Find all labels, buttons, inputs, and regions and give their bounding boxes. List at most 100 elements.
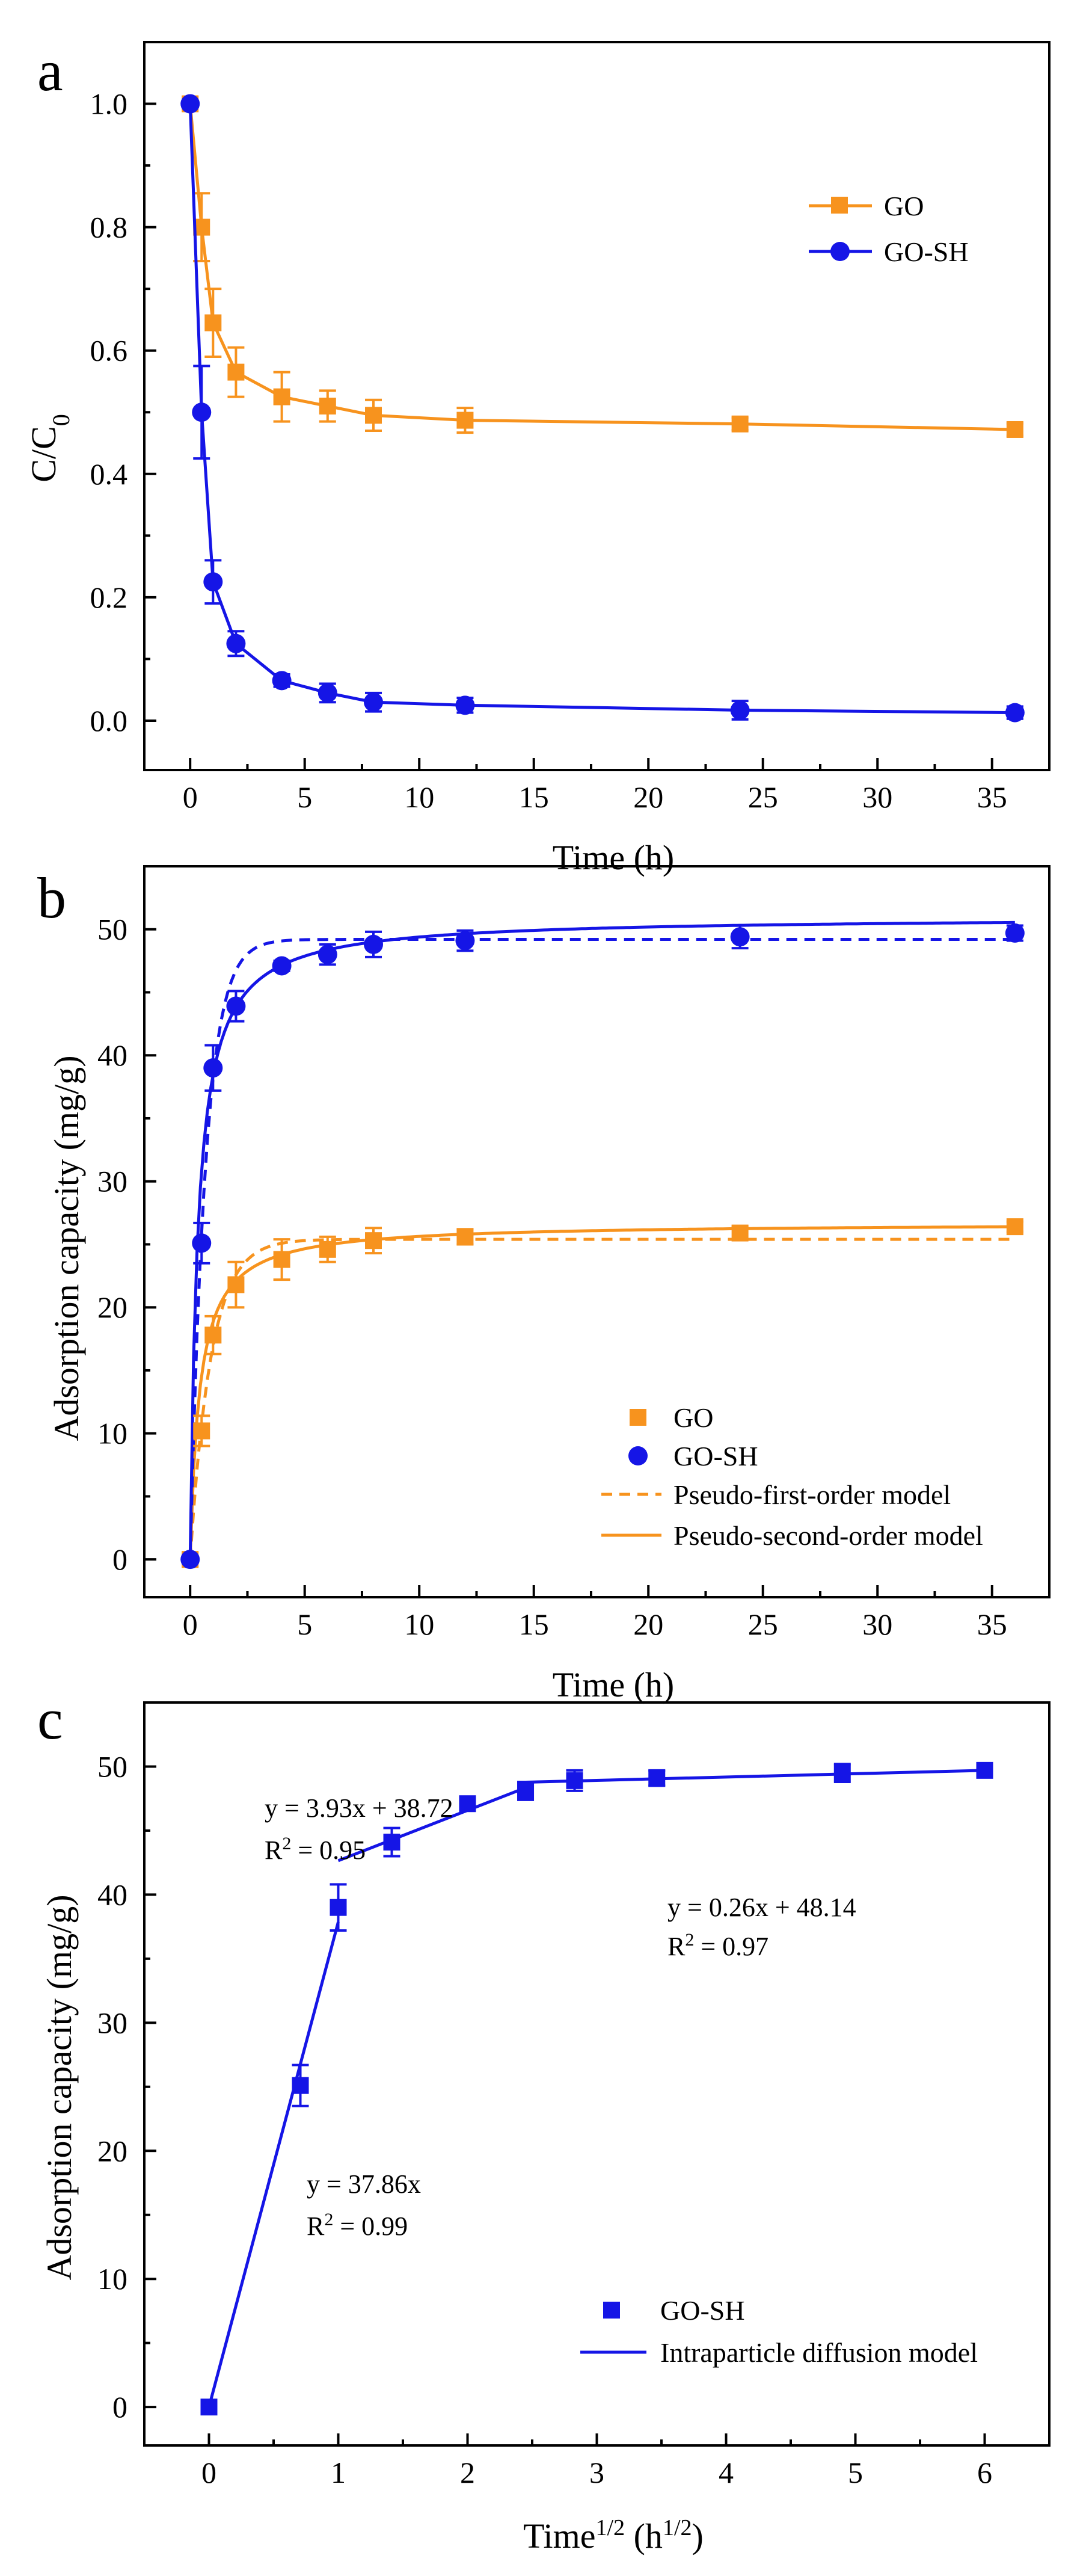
data-point-go: [1006, 421, 1023, 438]
panel-label-a: a: [37, 39, 63, 103]
pfo-curve-go-sh: [188, 938, 1015, 1560]
data-point-go: [731, 415, 749, 433]
data-point-go: [1006, 1218, 1023, 1236]
data-point-go-sh: [566, 1772, 583, 1789]
y-axis-title-b: Adsorption capacity (mg/g): [47, 1055, 86, 1441]
data-point-go-sh: [1005, 703, 1025, 723]
legend-c: GO-SH Intraparticle diffusion model: [580, 2295, 978, 2368]
series-line-go: [188, 103, 1015, 431]
data-point-go: [319, 398, 336, 414]
y-tick-label: 30: [97, 1165, 127, 1198]
y-tick-label: 50: [97, 1749, 127, 1783]
data-point-go-sh: [455, 695, 475, 715]
data-point-go-sh: [317, 683, 337, 703]
annotation-fit-2-r2: R2 = 0.95: [265, 1834, 366, 1866]
y-tick-label: 10: [97, 1417, 127, 1450]
chart-panel-b: 0 5 10 15 20 25 30 35 0 10 20 30 40 50: [97, 865, 1051, 1641]
legend-b-pso-label: Pseudo-second-order model: [673, 1520, 983, 1551]
y-tick-label: 0.6: [90, 334, 128, 368]
pfo-curve-go: [188, 1237, 1015, 1560]
x-tick-label: 10: [404, 1607, 434, 1641]
x-tick-label: 30: [862, 780, 892, 814]
x-tick-label: 0: [201, 2456, 216, 2489]
legend-b-pfo-label: Pseudo-first-order model: [673, 1479, 951, 1510]
y-tick-label: 0: [112, 1542, 127, 1576]
y-tick-label: 0.4: [90, 457, 128, 491]
legend-b-go-marker: [630, 1409, 646, 1426]
y-tick-label: 50: [97, 913, 127, 946]
panel-label-b: b: [37, 866, 66, 930]
legend-b-gosh-label: GO-SH: [673, 1441, 758, 1471]
legend-a-gosh-label: GO-SH: [884, 236, 969, 267]
panel-label-c: c: [37, 1687, 63, 1751]
data-point-go: [319, 1240, 336, 1258]
x-tick-label: 20: [633, 1607, 663, 1641]
data-point-go-sh: [272, 956, 292, 976]
data-point-go-sh: [292, 2077, 309, 2094]
chart-panel-a: 0 5 10 15 20 25 30 35 0.0 0.2 0.4 0.6 0.8 1.0: [90, 41, 1051, 814]
x-tick-label: 25: [748, 1607, 778, 1641]
legend-a-go-marker: [831, 197, 848, 214]
y-tick-label: 20: [97, 1290, 127, 1324]
y-tick-label: 0.0: [90, 704, 128, 738]
x-tick-label: 2: [460, 2456, 475, 2489]
y-axis-title-c: Adsorption capacity (mg/g): [40, 1894, 79, 2280]
data-point-go-sh: [730, 700, 750, 720]
x-tick-label: 1: [331, 2456, 346, 2489]
y-tick-label: 40: [97, 1878, 127, 1911]
x-tick-label: 0: [183, 780, 198, 814]
y-tick-label: 40: [97, 1038, 127, 1072]
x-axis-title-c: Time1/2 (h1/2): [523, 2515, 704, 2556]
legend-b-go-label: GO: [673, 1402, 713, 1433]
data-point-go-sh: [203, 1058, 223, 1078]
data-point-go-sh: [180, 94, 200, 114]
annotation-fit-1-equation: y = 37.86x: [307, 2169, 421, 2199]
data-point-go-sh: [730, 927, 750, 947]
data-point-go-sh: [192, 1233, 212, 1253]
data-point-go: [365, 1232, 382, 1249]
x-axis-title-a: Time (h): [553, 838, 675, 877]
data-point-go-sh: [226, 633, 246, 653]
x-tick-label: 5: [297, 1607, 312, 1641]
data-point-go: [193, 1422, 210, 1440]
data-point-go: [204, 314, 222, 331]
x-tick-label: 4: [719, 2456, 734, 2489]
data-point-go: [456, 411, 474, 429]
data-point-go: [273, 1251, 290, 1268]
data-point-go: [273, 388, 290, 405]
data-point-go-sh: [203, 572, 223, 592]
data-point-go-sh: [272, 671, 292, 691]
x-tick-label: 10: [404, 780, 434, 814]
x-tick-label: 6: [977, 2456, 992, 2489]
x-tick-label: 3: [589, 2456, 604, 2489]
legend-a-gosh-marker: [830, 242, 850, 261]
x-tick-label: 30: [862, 1607, 892, 1641]
plot-frame: [143, 865, 1051, 1598]
data-point-go: [731, 1224, 749, 1242]
annotation-fit-3-r2: R2 = 0.97: [667, 1930, 768, 1962]
data-point-go-sh: [317, 944, 337, 964]
x-tick-label: 35: [977, 780, 1007, 814]
x-tick-label: 20: [633, 780, 663, 814]
x-tick-label: 5: [848, 2456, 863, 2489]
legend-c-gosh-marker: [603, 2302, 620, 2319]
data-point-go-sh: [180, 1550, 200, 1570]
data-point-go: [227, 1276, 245, 1293]
y-tick-label: 20: [97, 2134, 127, 2168]
legend-b: GO GO-SH Pseudo-first-order model Pseudo…: [601, 1402, 983, 1551]
data-point-go-sh: [364, 934, 384, 954]
data-point-go: [456, 1228, 474, 1245]
y-tick-label: 30: [97, 2006, 127, 2039]
annotation-fit-2-equation: y = 3.93x + 38.72: [265, 1793, 453, 1823]
data-point-go-sh: [226, 996, 246, 1016]
x-tick-label: 35: [977, 1607, 1007, 1641]
data-point-go-sh: [1005, 923, 1025, 943]
data-point-go-sh: [364, 692, 384, 712]
chart-panel-c: 0 1 2 3 4 5 6 0 10 20 30 40 50: [97, 1701, 1051, 2489]
annotation-fit-3-equation: y = 0.26x + 48.14: [667, 1893, 856, 1922]
data-point-go-sh: [517, 1782, 535, 1799]
data-point-go-sh: [459, 1795, 476, 1813]
legend-a: GO GO-SH: [809, 191, 969, 267]
legend-c-model-label: Intraparticle diffusion model: [660, 2337, 978, 2368]
